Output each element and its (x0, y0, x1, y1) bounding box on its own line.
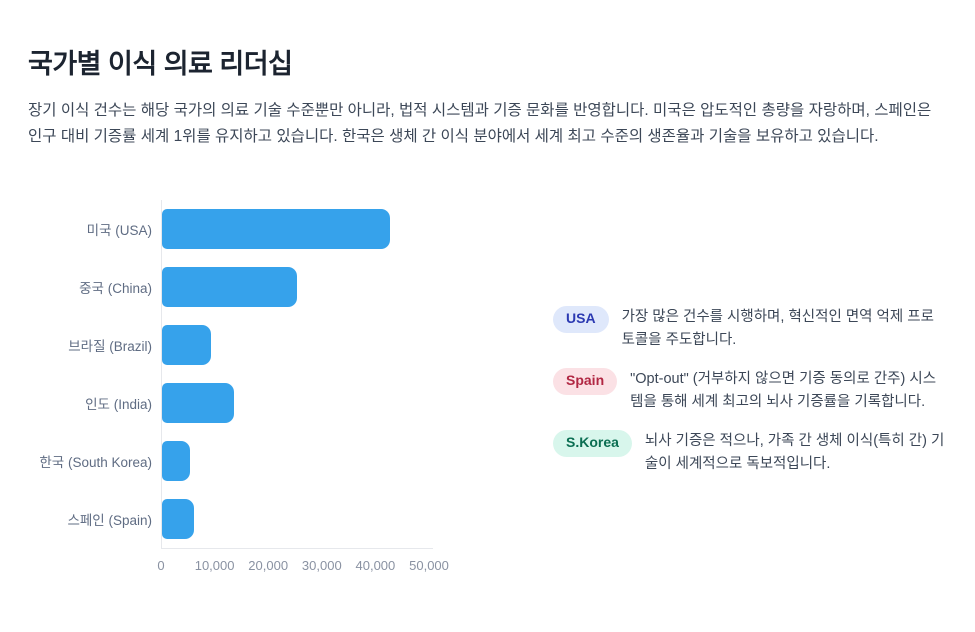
content-row: 미국 (USA) 중국 (China) 브라질 (Brazil) 인도 (India)… (28, 199, 947, 582)
bar-track (161, 315, 498, 374)
x-tick-label: 40,000 (355, 557, 396, 573)
bar-track (161, 199, 498, 258)
x-tick-label: 0 (157, 557, 165, 573)
category-label: 브라질 (Brazil) (68, 338, 152, 354)
annotation-spain-text: "Opt-out" (거부하지 않으면 기증 동의로 간주) 시스템을 통해 세… (630, 371, 937, 410)
report-section: 국가별 이식 의료 리더십 장기 이식 건수는 해당 국가의 의료 기술 수준뿐… (28, 49, 947, 582)
chart-rows: 미국 (USA) 중국 (China) 브라질 (Brazil) 인도 (India)… (28, 199, 498, 548)
x-axis-line: 0 10,000 20,000 30,000 40,000 50,000 (157, 547, 449, 582)
annotation-skorea-text: 뇌사 기증은 적으나, 가족 간 생체 이식(특히 간) 기술이 세계적으로 독… (644, 433, 945, 472)
x-tick-label: 50,000 (409, 557, 449, 573)
bar-track (161, 431, 498, 490)
category-label: 중국 (China) (79, 280, 152, 296)
bar-track (161, 489, 498, 548)
chart-row: 브라질 (Brazil) (28, 315, 498, 374)
chart-row: 스페인 (Spain) (28, 489, 498, 548)
category-label: 한국 (South Korea) (39, 454, 152, 470)
x-tick-label: 10,000 (194, 557, 235, 573)
annotation-spain: Spain "Opt-out" (거부하지 않으면 기증 동의로 간주) 시스템… (553, 368, 947, 413)
bar (162, 498, 194, 539)
bar (162, 382, 234, 423)
bar-track (161, 257, 498, 316)
category-label: 인도 (India) (85, 396, 152, 412)
annotation-usa-text: 가장 많은 건수를 시행하며, 혁신적인 면역 억제 프로토콜을 주도합니다. (621, 309, 934, 348)
chart-row: 한국 (South Korea) (28, 431, 498, 490)
x-tick-label: 20,000 (248, 557, 289, 573)
transplant-bar-chart: 미국 (USA) 중국 (China) 브라질 (Brazil) 인도 (India)… (28, 199, 498, 582)
chart-row: 중국 (China) (28, 257, 498, 316)
page-title: 국가별 이식 의료 리더십 (28, 49, 293, 79)
annotation-skorea: S.Korea 뇌사 기증은 적으나, 가족 간 생체 이식(특히 간) 기술이… (553, 430, 947, 475)
chart-row: 미국 (USA) (28, 199, 498, 258)
chart-row: 인도 (India) (28, 373, 498, 432)
bar (162, 440, 190, 481)
bar-track (161, 373, 498, 432)
spain-badge: Spain (553, 368, 618, 395)
country-annotations: USA 가장 많은 건수를 시행하며, 혁신적인 면역 억제 프로토콜을 주도합… (498, 306, 947, 475)
intro-paragraph: 장기 이식 건수는 해당 국가의 의료 기술 수준뿐만 아니라, 법적 시스템과… (28, 102, 932, 145)
bar (162, 208, 390, 249)
x-tick-label: 30,000 (301, 557, 342, 573)
category-label: 스페인 (Spain) (67, 512, 152, 528)
annotation-usa: USA 가장 많은 건수를 시행하며, 혁신적인 면역 억제 프로토콜을 주도합… (553, 306, 947, 351)
axis-spacer (28, 548, 161, 582)
usa-badge: USA (553, 306, 609, 333)
skorea-badge: S.Korea (553, 430, 632, 457)
x-axis: 0 10,000 20,000 30,000 40,000 50,000 (28, 547, 498, 582)
category-label: 미국 (USA) (86, 222, 152, 238)
bar (162, 266, 298, 307)
bar (162, 324, 212, 365)
